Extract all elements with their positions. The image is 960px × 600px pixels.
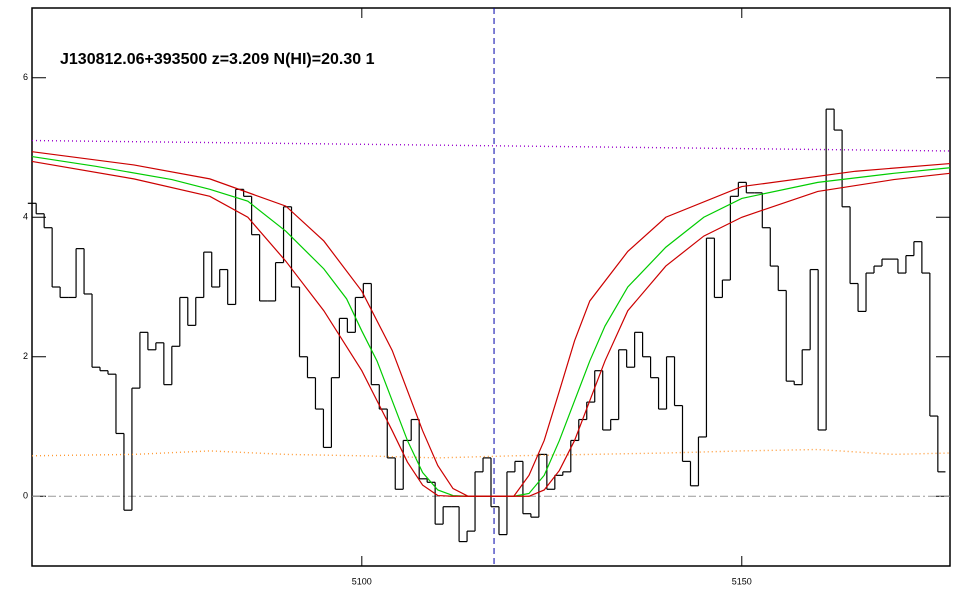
model-line [31, 160, 951, 497]
y-tick-label: 2 [23, 351, 28, 361]
plot-frame [31, 7, 951, 567]
model-line [31, 155, 951, 497]
dotted-line [31, 448, 951, 459]
x-tick-label: 5150 [732, 576, 752, 586]
model-line [31, 151, 951, 497]
dotted-line [31, 139, 951, 152]
y-tick-label: 0 [23, 491, 28, 501]
x-tick-label: 5100 [352, 576, 372, 586]
y-tick-label: 6 [23, 72, 28, 82]
chart-title: J130812.06+393500 z=3.209 N(HI)=20.30 1 [60, 51, 375, 68]
y-tick-label: 4 [23, 212, 28, 222]
